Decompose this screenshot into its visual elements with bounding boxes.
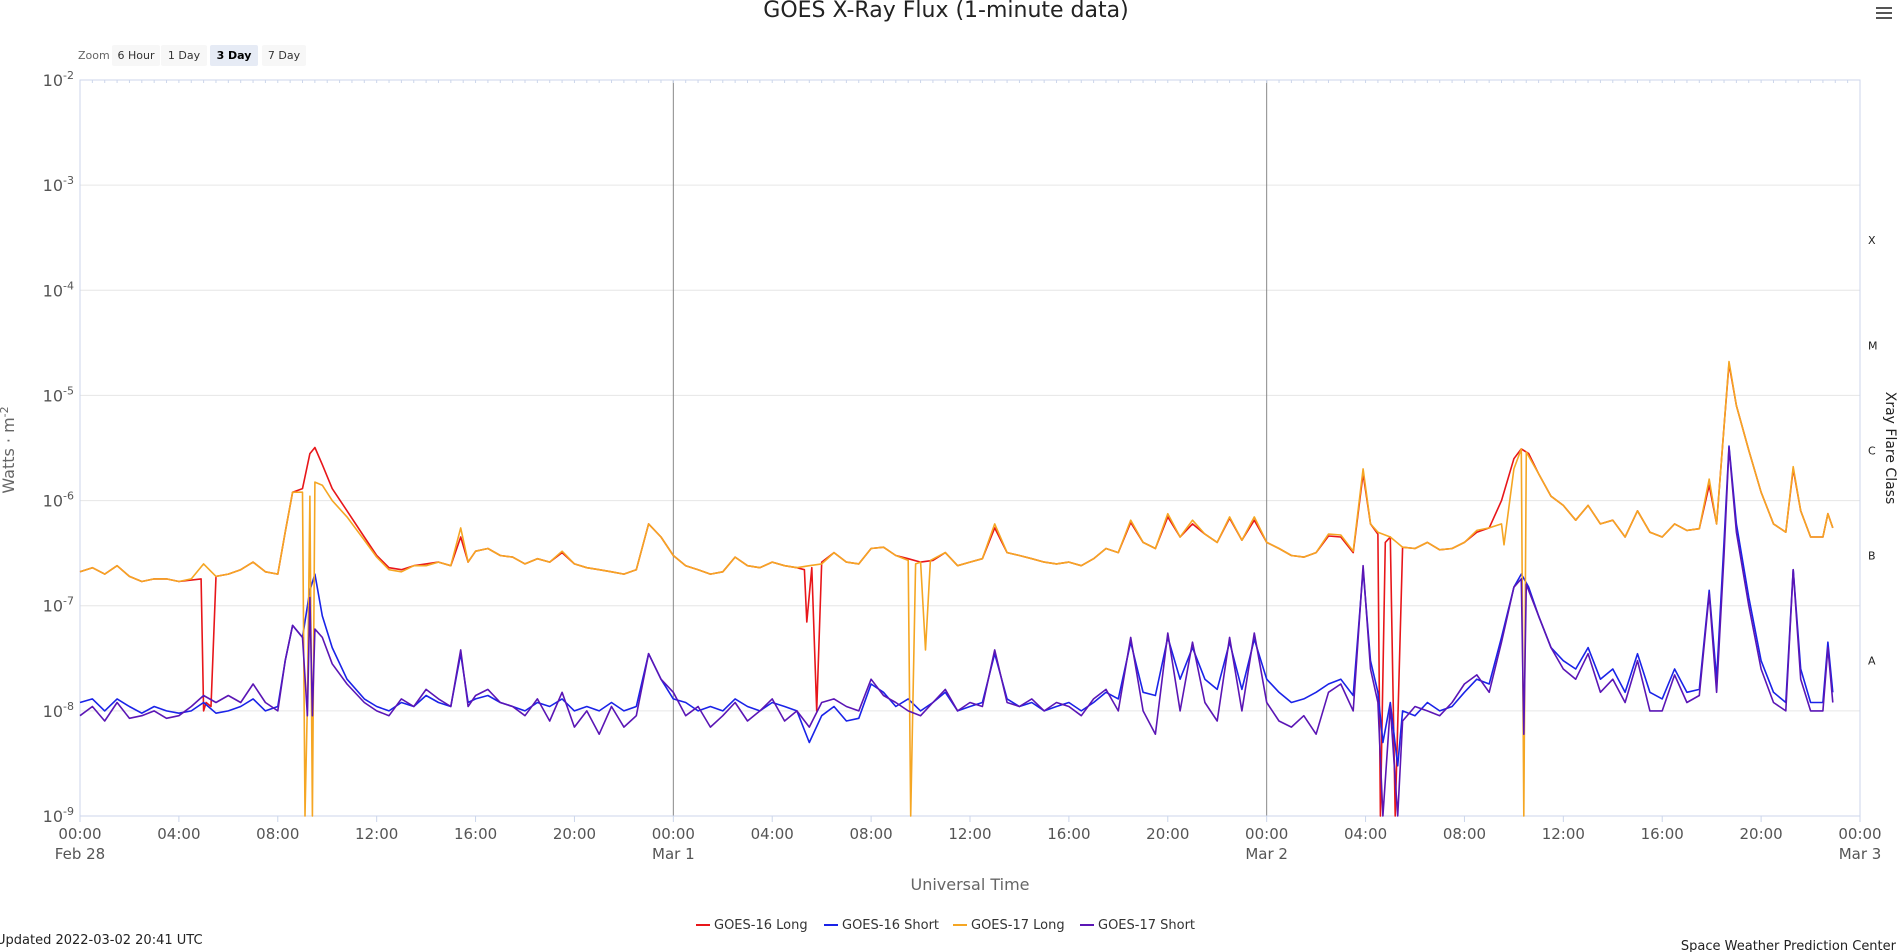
zoom-selector: Zoom 6 Hour 1 Day 3 Day 7 Day bbox=[78, 45, 306, 66]
grid bbox=[80, 79, 1860, 817]
legend-label: GOES-17 Long bbox=[971, 918, 1065, 933]
flare-class-label: X bbox=[1868, 234, 1876, 247]
x-tick-label: 08:00 bbox=[1443, 825, 1486, 843]
x-tick-label: 16:00 bbox=[1047, 825, 1090, 843]
x-tick-label: 08:00 bbox=[256, 825, 299, 843]
x-tick-label: 00:00 bbox=[58, 825, 101, 843]
x-tick-label: 20:00 bbox=[1146, 825, 1189, 843]
credit-text: Space Weather Prediction Center bbox=[1681, 939, 1897, 952]
x-tick-label: 16:00 bbox=[454, 825, 497, 843]
y-tick-label: 10-3 bbox=[43, 174, 74, 195]
legend-item[interactable]: GOES-17 Short bbox=[1080, 918, 1195, 933]
zoom-label: Zoom bbox=[78, 49, 110, 62]
plot-area bbox=[79, 79, 1861, 817]
y-tick-label: 10-6 bbox=[43, 490, 74, 511]
y-tick-label: 10-7 bbox=[43, 595, 74, 616]
y-tick-label: 10-5 bbox=[43, 384, 74, 405]
x-axis-title: Universal Time bbox=[910, 875, 1029, 894]
chart-menu-button[interactable] bbox=[1876, 7, 1892, 19]
x-tick-date-label: Mar 3 bbox=[1839, 845, 1882, 863]
x-tick-label: 00:00 bbox=[652, 825, 695, 843]
series-lines bbox=[79, 360, 1834, 817]
x-tick-label: 16:00 bbox=[1641, 825, 1684, 843]
y-tick-label: 10-2 bbox=[43, 69, 74, 90]
series-line bbox=[79, 446, 1834, 817]
x-tick-label: 04:00 bbox=[157, 825, 200, 843]
flare-class-label: C bbox=[1868, 444, 1876, 457]
flare-class-axis-title: Xray Flare Class bbox=[1882, 392, 1898, 505]
flare-class-axis: X M C B A bbox=[1868, 234, 1878, 668]
legend: GOES-16 Long GOES-16 Short GOES-17 Long GOE… bbox=[696, 918, 1195, 933]
series-line bbox=[79, 363, 1834, 817]
y-axis-title: Watts · m-2 bbox=[0, 406, 18, 493]
zoom-button[interactable]: 6 Hour bbox=[112, 45, 160, 66]
x-tick-label: 12:00 bbox=[1542, 825, 1585, 843]
flare-class-label: B bbox=[1868, 550, 1876, 563]
legend-item[interactable]: GOES-16 Long bbox=[696, 918, 808, 933]
x-tick-date-label: Feb 28 bbox=[55, 845, 105, 863]
x-tick-date-label: Mar 2 bbox=[1245, 845, 1288, 863]
x-tick-label: 00:00 bbox=[1838, 825, 1881, 843]
flare-class-label: M bbox=[1868, 339, 1878, 352]
zoom-button[interactable]: 3 Day bbox=[210, 45, 258, 66]
y-axis-title-exp: -2 bbox=[0, 406, 11, 417]
chart-title: GOES X-Ray Flux (1-minute data) bbox=[763, 0, 1128, 23]
x-tick-label: 12:00 bbox=[355, 825, 398, 843]
zoom-button-label: 7 Day bbox=[268, 49, 301, 62]
updated-timestamp: Updated 2022-03-02 20:41 UTC bbox=[0, 933, 203, 948]
y-axis-title-text: Watts · m bbox=[0, 417, 18, 493]
series-line bbox=[79, 360, 1834, 817]
legend-label: GOES-16 Short bbox=[842, 918, 939, 933]
y-axis-ticks: 10-2 10-3 10-4 10-5 10-6 10-7 10-8 10-9 bbox=[43, 69, 74, 826]
x-tick-label: 04:00 bbox=[751, 825, 794, 843]
x-tick-label: 04:00 bbox=[1344, 825, 1387, 843]
legend-item[interactable]: GOES-16 Short bbox=[824, 918, 939, 933]
flare-class-label: A bbox=[1868, 655, 1876, 668]
day-boundaries bbox=[672, 80, 1268, 816]
legend-label: GOES-17 Short bbox=[1098, 918, 1195, 933]
zoom-button[interactable]: 1 Day bbox=[161, 45, 207, 66]
zoom-button-label: 3 Day bbox=[217, 49, 252, 62]
x-tick-label: 12:00 bbox=[948, 825, 991, 843]
x-tick-label: 20:00 bbox=[553, 825, 596, 843]
x-tick-label: 08:00 bbox=[849, 825, 892, 843]
y-tick-label: 10-8 bbox=[43, 700, 74, 721]
zoom-button-label: 1 Day bbox=[168, 49, 201, 62]
plot-frame bbox=[79, 79, 1861, 817]
legend-item[interactable]: GOES-17 Long bbox=[953, 918, 1065, 933]
x-tick-date-label: Mar 1 bbox=[652, 845, 695, 863]
hamburger-menu-icon bbox=[1876, 7, 1892, 9]
x-axis-ticks: 00:00 Feb 28 04:00 08:00 12:00 16:00 20:00 00:0… bbox=[55, 816, 1882, 863]
y-tick-label: 10-9 bbox=[43, 805, 74, 826]
zoom-button-label: 6 Hour bbox=[118, 49, 155, 62]
legend-label: GOES-16 Long bbox=[714, 918, 808, 933]
x-tick-label: 20:00 bbox=[1739, 825, 1782, 843]
y-tick-label: 10-4 bbox=[43, 279, 74, 300]
zoom-button[interactable]: 7 Day bbox=[262, 45, 306, 66]
x-tick-label: 00:00 bbox=[1245, 825, 1288, 843]
